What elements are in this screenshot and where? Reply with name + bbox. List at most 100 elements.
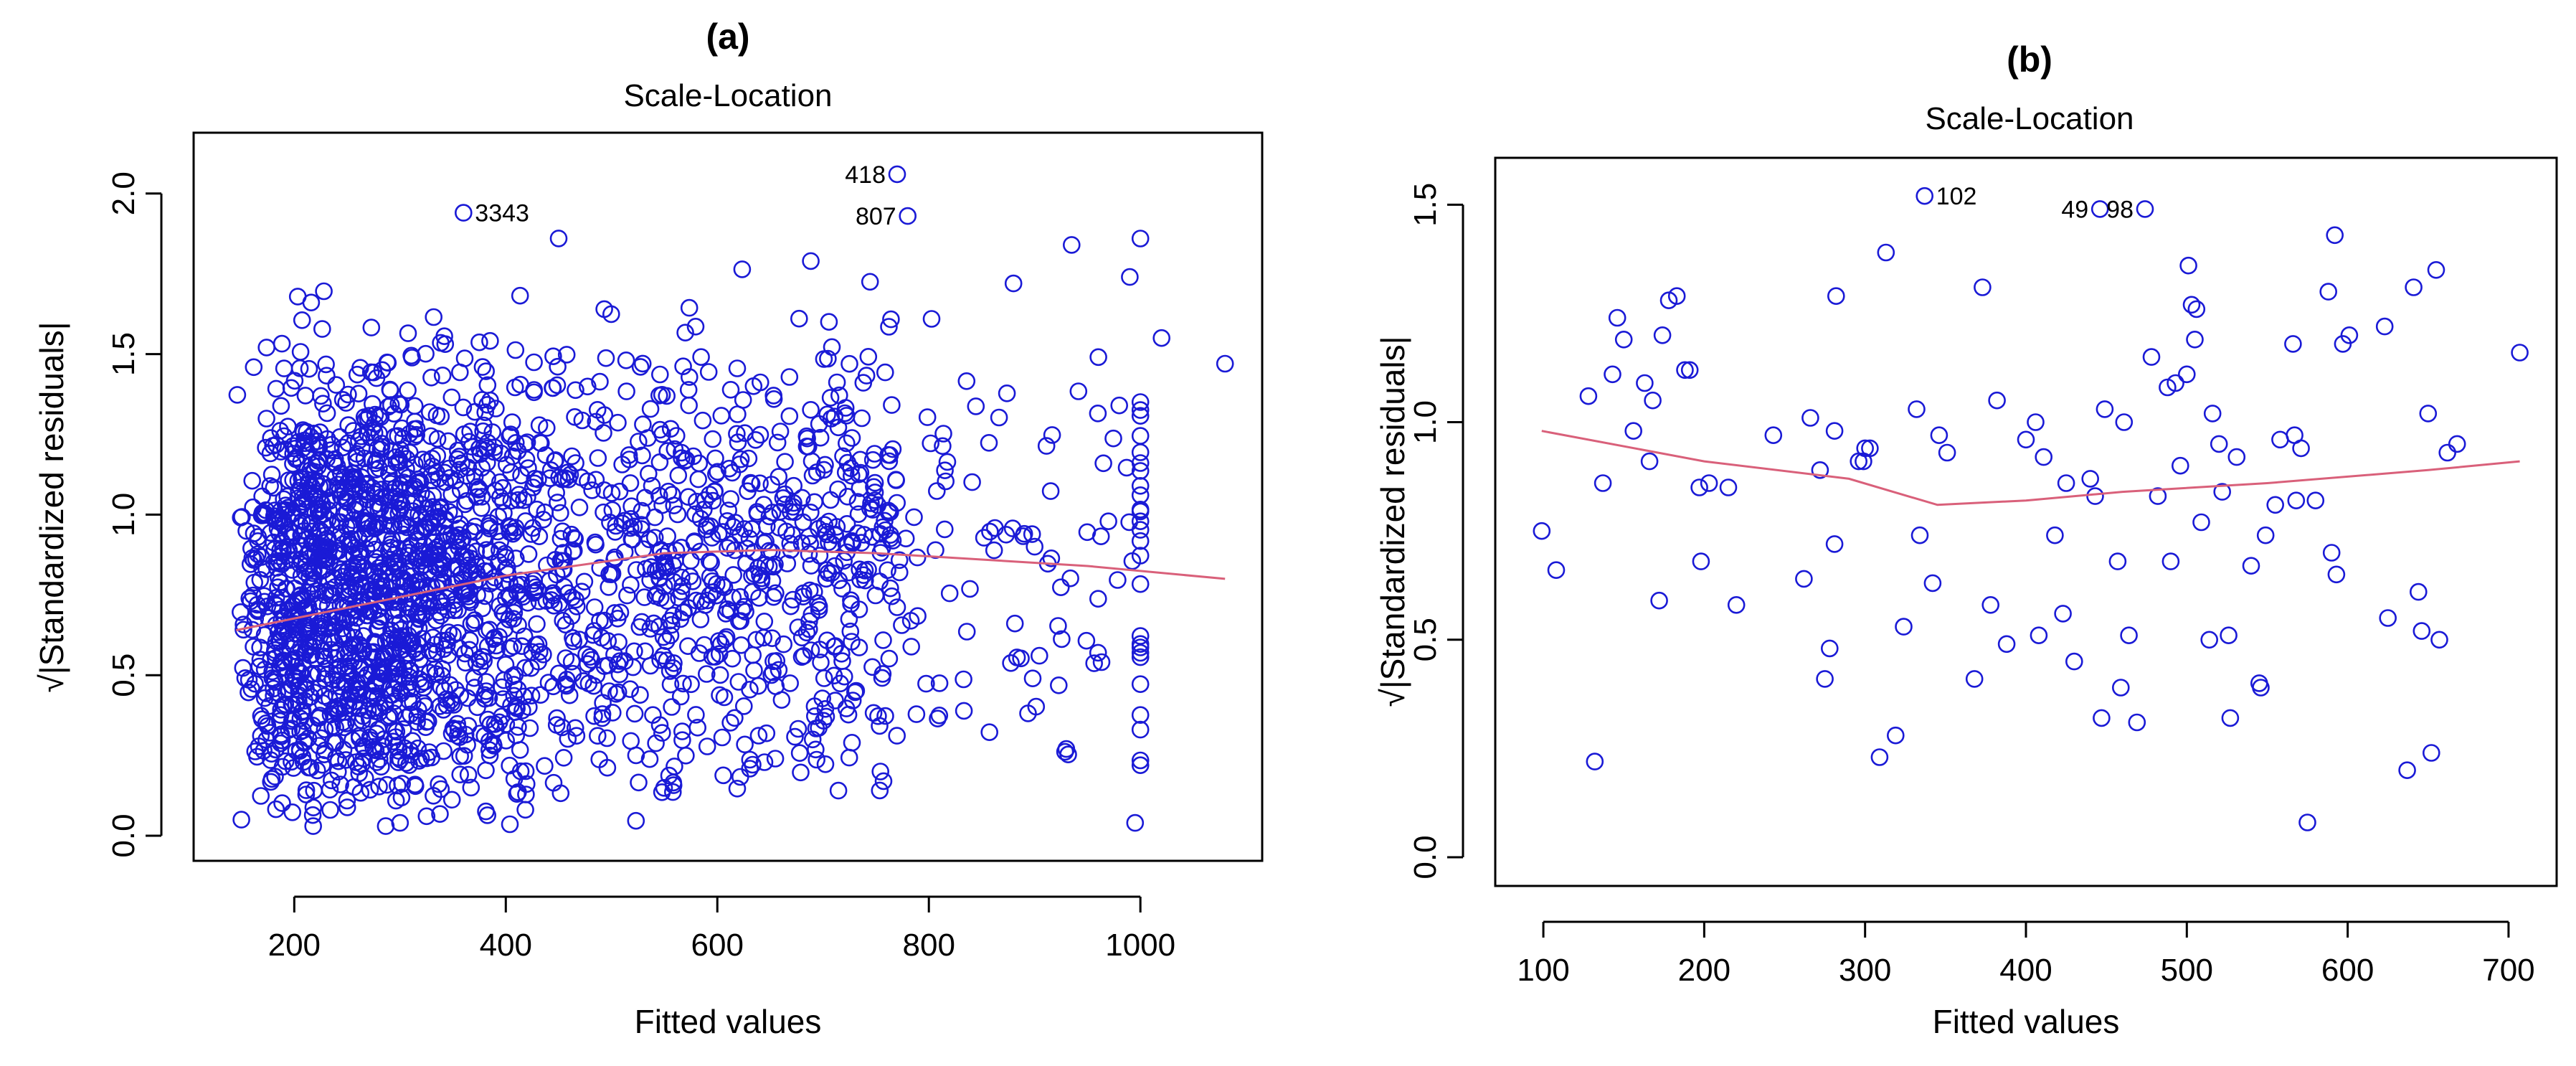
panel-a-point <box>519 545 538 563</box>
panel-b-x-tick-label: 500 <box>2161 953 2213 988</box>
panel-a-point <box>587 666 606 684</box>
panel-a-point <box>251 570 270 589</box>
panel-a-point <box>391 682 409 700</box>
panel-a-point <box>566 719 584 737</box>
panel-a-point <box>433 660 452 678</box>
panel-a-y-tick-label: 0.5 <box>106 654 141 697</box>
panel-a-point <box>538 556 556 575</box>
panel-a-point <box>444 626 462 644</box>
panel-a-point <box>383 530 402 549</box>
panel-a-annotation-418: 418 <box>845 161 886 189</box>
panel-a-point <box>816 755 835 773</box>
panel-a-point <box>1109 571 1127 589</box>
panel-a-point <box>600 578 618 596</box>
panel-a-point <box>825 407 844 426</box>
panel-b-point <box>1667 287 1686 306</box>
panel-b-point <box>1579 387 1598 405</box>
panel-a-point <box>871 763 889 780</box>
panel-a-point <box>391 813 409 832</box>
panel-a-point <box>928 482 946 500</box>
panel-a-x-tick-label: 600 <box>691 928 744 963</box>
panel-a-point <box>846 683 864 702</box>
panel-a-point <box>680 368 699 386</box>
panel-b-point <box>2192 513 2210 532</box>
panel-a-point <box>304 798 323 816</box>
panel-a-point <box>384 554 403 572</box>
panel-a-point <box>353 712 371 730</box>
panel-a-point <box>868 496 887 514</box>
panel-a-point <box>853 409 871 428</box>
panel-a-point <box>961 580 979 598</box>
panel-a-point <box>934 437 952 456</box>
panel-a-point <box>478 710 497 729</box>
panel-a-point <box>1050 676 1068 694</box>
panel-a-point <box>477 362 496 380</box>
panel-a-point <box>741 750 759 769</box>
panel-a-point <box>322 441 340 459</box>
panel-a-point <box>549 357 567 376</box>
panel-a-point <box>749 676 767 695</box>
panel-b-label: (b) <box>2007 39 2052 80</box>
panel-a-point <box>548 376 567 395</box>
panel-a-point <box>516 762 535 780</box>
panel-a-point <box>513 588 532 606</box>
panel-a-point <box>271 541 289 560</box>
panel-a-point <box>284 596 303 615</box>
panel-b-point <box>2319 283 2337 301</box>
panel-b-point <box>2410 582 2428 601</box>
panel-a-point <box>893 616 911 634</box>
panel-b-point <box>2093 709 2111 727</box>
panel-a-point <box>305 424 323 443</box>
panel-a-point <box>513 637 531 656</box>
panel-b-point <box>1676 361 1694 379</box>
panel-a-point <box>719 539 737 557</box>
panel-a-point <box>448 441 467 460</box>
panel-a-point <box>617 382 635 400</box>
panel-a-point <box>228 386 247 404</box>
panel-a-point <box>407 643 426 662</box>
panel-a-points <box>228 165 1234 835</box>
panel-b-point <box>2167 374 2184 392</box>
panel-a-point <box>578 377 597 396</box>
panel-b-point <box>2027 413 2045 431</box>
panel-a-point <box>273 794 291 812</box>
panel-a-point <box>518 433 536 451</box>
panel-a-point <box>503 413 521 431</box>
panel-a-point <box>1131 720 1150 739</box>
panel-a-point <box>815 461 833 479</box>
panel-a-point <box>1069 382 1088 400</box>
panel-a-point <box>381 380 399 399</box>
panel-a-point <box>622 575 640 594</box>
panel-a-point <box>802 400 820 419</box>
panel-a-point <box>851 570 869 589</box>
panel-b-point <box>2161 552 2180 570</box>
panel-a-point <box>651 651 669 669</box>
panel-a-point <box>781 674 799 692</box>
panel-a-point <box>439 432 458 451</box>
panel-b-point <box>1811 461 1829 479</box>
panel-b-point <box>2511 344 2529 362</box>
panel-a-point <box>585 707 603 725</box>
panel-a-point <box>760 507 779 526</box>
panel-a-point <box>349 685 368 704</box>
panel-a-point <box>728 780 747 798</box>
panel-a-point <box>544 347 562 366</box>
panel-a-point <box>687 706 705 724</box>
panel-a-point <box>707 575 726 593</box>
panel-a-point <box>286 649 305 667</box>
panel-a-point <box>778 555 797 572</box>
panel-a-point <box>512 466 530 485</box>
panel-a-point <box>691 610 710 628</box>
panel-a-point <box>505 687 524 705</box>
panel-b-point <box>1887 726 1905 745</box>
panel-a-point <box>1037 437 1056 455</box>
panel-a-point <box>835 667 853 686</box>
panel-a-point <box>654 628 673 646</box>
panel-b-point <box>2405 278 2423 296</box>
panel-a-point <box>1126 813 1145 832</box>
panel-a-point <box>1077 631 1096 650</box>
panel-a-point <box>686 505 704 524</box>
panel-a-point <box>567 727 586 745</box>
panel-a-point <box>1031 646 1048 665</box>
panel-a-point <box>599 656 617 674</box>
